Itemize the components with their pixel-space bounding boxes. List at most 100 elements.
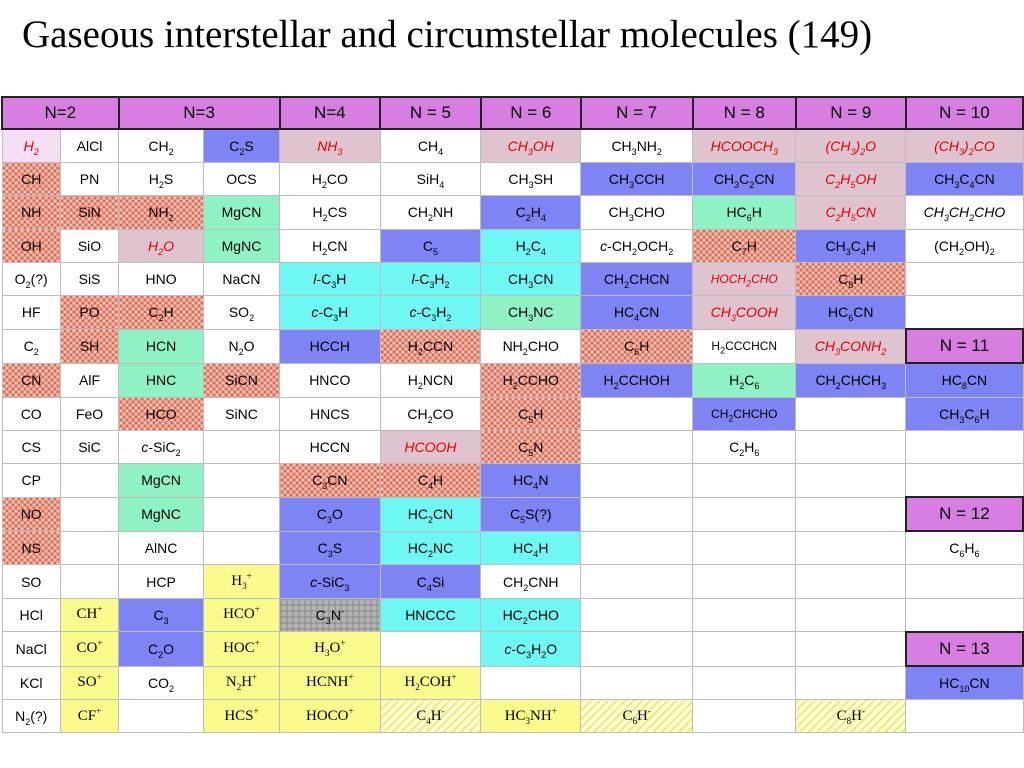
formula-text: H2CCCHCN xyxy=(711,339,778,356)
molecule-cell: C2O xyxy=(118,631,204,667)
table-row: SO HCP H3+ c-SiC3 C4Si CH2CNH xyxy=(1,564,1024,599)
formula-text: CH2 xyxy=(148,138,174,157)
subheader-cell: N = 11 xyxy=(904,328,1024,365)
formula-text: (CH2OH)2 xyxy=(934,237,995,257)
molecule-cell: CH2CHCH3 xyxy=(795,362,907,398)
formula-text: MgCN xyxy=(141,472,181,489)
molecule-cell: CH3CH2CHO xyxy=(905,195,1024,230)
formula-text: N2O xyxy=(228,338,255,358)
molecule-cell: HC2NC xyxy=(379,530,482,566)
empty-cell xyxy=(580,597,694,633)
molecule-cell: HCl xyxy=(1,597,61,633)
formula-text: NH xyxy=(21,204,42,221)
molecule-cell: PN xyxy=(59,162,120,197)
molecule-cell: HCNH+ xyxy=(279,665,381,701)
table-row: H2 AlCl CH2 C2S NH3 CH4 CH3OH CH3NH2 HCOOCH3 (CH3… xyxy=(1,128,1024,164)
molecule-cell: C4H xyxy=(379,462,482,498)
formula-text: HNC xyxy=(145,372,177,389)
molecule-cell: C3O xyxy=(279,496,381,532)
header-row: N=2 N=3 N=4 N = 5 N = 6 N = 7 N = 8 N = … xyxy=(1,96,1024,130)
empty-cell xyxy=(795,496,907,532)
molecule-cell: HCO xyxy=(118,396,204,431)
formula-text: CH3C2CN xyxy=(713,171,775,191)
molecule-cell: H2NCN xyxy=(379,362,482,398)
formula-text: HNCCC xyxy=(405,606,456,623)
molecule-cell: CH4 xyxy=(379,128,482,164)
formula-text: OH xyxy=(20,237,42,254)
molecule-cell: H2C4 xyxy=(480,228,582,263)
empty-cell xyxy=(905,429,1024,464)
formula-text: C2S xyxy=(229,138,254,157)
molecule-cell: C6H6 xyxy=(905,530,1024,566)
molecule-cell: HCCN xyxy=(279,429,381,464)
formula-text: CH+ xyxy=(76,604,103,623)
formula-text: CO2 xyxy=(148,674,175,694)
table-row: C2 SH HCN N2O HCCH H2CCN NH2CHO C6H H2CCCHCN CH3C… xyxy=(1,328,1024,365)
molecule-cell: HC2CHO xyxy=(480,597,582,633)
formula-text: C3CN xyxy=(312,472,348,492)
molecule-cell: HC4N xyxy=(480,462,582,498)
molecule-cell: N2O xyxy=(202,328,281,364)
formula-text: C2H xyxy=(148,304,174,324)
molecule-cell: CH3NC xyxy=(480,294,582,330)
empty-cell xyxy=(905,462,1024,498)
molecule-cell: C8H- xyxy=(795,699,907,734)
formula-text: HCO xyxy=(145,405,177,422)
header-cell-n2: N=2 xyxy=(1,96,120,130)
molecule-cell: H2CCHOH xyxy=(580,362,694,398)
formula-text: H2CCHO xyxy=(502,372,559,391)
molecule-cell: C4Si xyxy=(379,564,482,599)
formula-text: CO xyxy=(20,405,42,422)
molecule-cell: HCOOH xyxy=(379,429,482,464)
molecule-cell: (CH2OH)2 xyxy=(905,228,1024,263)
table-row: KCl SO+ CO2 N2H+ HCNH+ H2COH+ HC10CN xyxy=(1,665,1024,701)
molecule-cell: CS xyxy=(1,429,61,464)
formula-text: CH xyxy=(21,171,42,188)
molecule-cell: CH xyxy=(1,162,61,197)
header-cell-n3: N=3 xyxy=(117,96,281,130)
molecule-cell: C5N xyxy=(480,429,582,464)
formula-text: AlNC xyxy=(144,540,178,557)
formula-text: H3+ xyxy=(231,571,252,592)
molecule-cell: SiCN xyxy=(202,362,281,398)
molecule-cell: c-CH2OCH2 xyxy=(580,228,694,263)
formula-text: H2CO xyxy=(311,171,348,191)
formula-text: CH3C6H xyxy=(939,405,990,425)
formula-text: CH3CCH xyxy=(608,171,665,191)
molecule-cell: C8H xyxy=(795,261,907,296)
molecule-cell: HCCH xyxy=(279,328,381,364)
empty-cell xyxy=(580,396,694,431)
molecule-cell: CH3CHO xyxy=(580,195,694,230)
molecule-cell: O2(?) xyxy=(1,261,61,296)
molecule-cell: SiC xyxy=(59,429,120,464)
formula-text: MgNC xyxy=(221,237,262,254)
formula-text: CH4 xyxy=(417,138,444,157)
formula-text: HOCH2CHO xyxy=(710,271,778,289)
formula-text: HC8CN xyxy=(941,372,988,392)
empty-cell xyxy=(118,699,204,734)
molecule-cell: HC6H xyxy=(692,195,797,230)
formula-text: CP xyxy=(21,472,41,489)
molecule-cell: HOCO+ xyxy=(279,699,381,734)
formula-text: c-SiC3 xyxy=(310,573,350,593)
formula-text: CH3COOH xyxy=(710,304,778,324)
empty-cell xyxy=(692,496,797,532)
formula-text: KCl xyxy=(19,674,43,691)
header-cell-n8: N = 8 xyxy=(691,96,797,130)
molecule-cell: C2H6 xyxy=(692,429,797,464)
molecule-cell: SiS xyxy=(59,261,120,296)
empty-cell xyxy=(692,699,797,734)
formula-text: H2C4 xyxy=(515,237,546,257)
formula-text: N2(?) xyxy=(15,708,48,728)
molecule-cell: (CH3)2O xyxy=(795,128,907,164)
table-row: OH SiO H2O MgNC H2CN C5 H2C4 c-CH2OCH2 C7H CH3C4H… xyxy=(1,228,1024,263)
formula-text: SiN xyxy=(78,204,101,221)
table-row: CO FeO HCO SiNC HNCS CH2CO C5H CH2CHCHO CH3C6H xyxy=(1,396,1024,431)
formula-text: HC4N xyxy=(513,472,549,492)
page-title: Gaseous interstellar and circumstellar m… xyxy=(22,13,873,56)
molecule-cell: HNCO xyxy=(279,362,381,398)
molecule-cell: N2(?) xyxy=(1,699,61,734)
molecule-cell: HC4H xyxy=(480,530,582,566)
molecule-cell: SO2 xyxy=(202,294,281,330)
molecule-cell: NaCl xyxy=(1,631,61,667)
